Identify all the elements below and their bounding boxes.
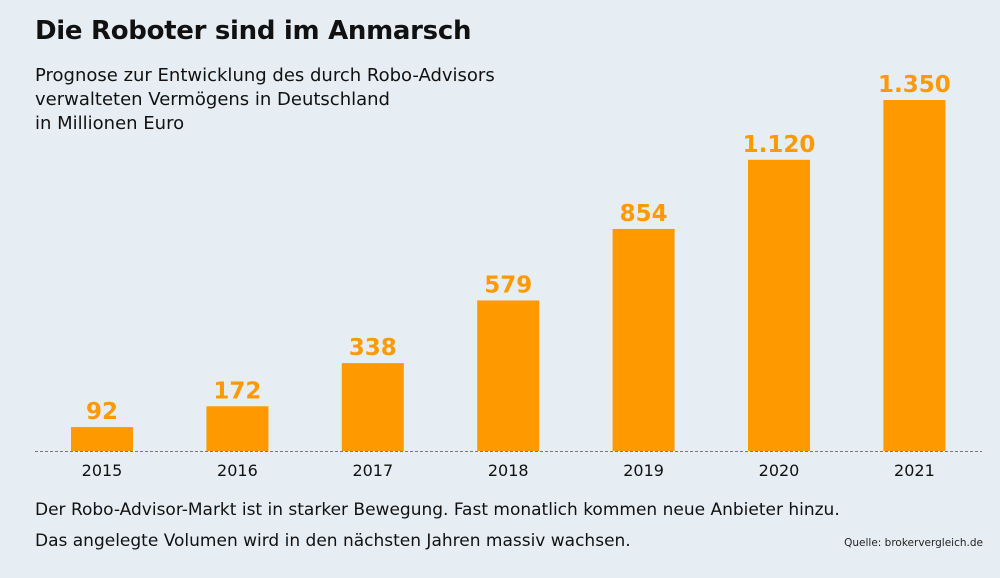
bar-2015 bbox=[71, 427, 133, 451]
subtitle-line: Prognose zur Entwicklung des durch Robo-… bbox=[35, 65, 495, 86]
chart-subtitle: Prognose zur Entwicklung des durch Robo-… bbox=[35, 64, 635, 136]
value-label: 854 bbox=[620, 201, 668, 227]
value-label: 1.120 bbox=[743, 132, 816, 158]
chart-title: Die Roboter sind im Anmarsch bbox=[35, 16, 472, 46]
x-tick-label: 2015 bbox=[82, 461, 123, 480]
bar-2019 bbox=[612, 228, 675, 451]
x-tick-label: 2020 bbox=[759, 461, 800, 480]
x-tick-label: 2021 bbox=[894, 461, 935, 480]
x-tick-label: 2016 bbox=[217, 461, 258, 480]
bar-2017 bbox=[341, 363, 404, 451]
source-note: Quelle: brokervergleich.de bbox=[844, 537, 983, 549]
x-tick-label: 2018 bbox=[488, 461, 529, 480]
bar-2020 bbox=[748, 159, 810, 452]
value-label: 1.350 bbox=[878, 72, 951, 98]
value-label: 579 bbox=[484, 272, 532, 298]
bar-2018 bbox=[477, 300, 540, 451]
x-tick-label: 2017 bbox=[352, 461, 393, 480]
value-label: 172 bbox=[213, 378, 261, 404]
bar-2016 bbox=[206, 406, 269, 451]
bar-2021 bbox=[883, 100, 946, 451]
subtitle-line: verwalteten Vermögens in Deutschland bbox=[35, 89, 390, 110]
x-tick-label: 2019 bbox=[623, 461, 664, 480]
footer-line: Das angelegte Volumen wird in den nächst… bbox=[35, 531, 631, 551]
value-label: 338 bbox=[349, 335, 397, 361]
value-label: 92 bbox=[86, 399, 118, 425]
chart-footer: Der Robo-Advisor-Markt ist in starker Be… bbox=[35, 495, 840, 557]
subtitle-line: in Millionen Euro bbox=[35, 113, 185, 134]
footer-line: Der Robo-Advisor-Markt ist in starker Be… bbox=[35, 500, 840, 520]
